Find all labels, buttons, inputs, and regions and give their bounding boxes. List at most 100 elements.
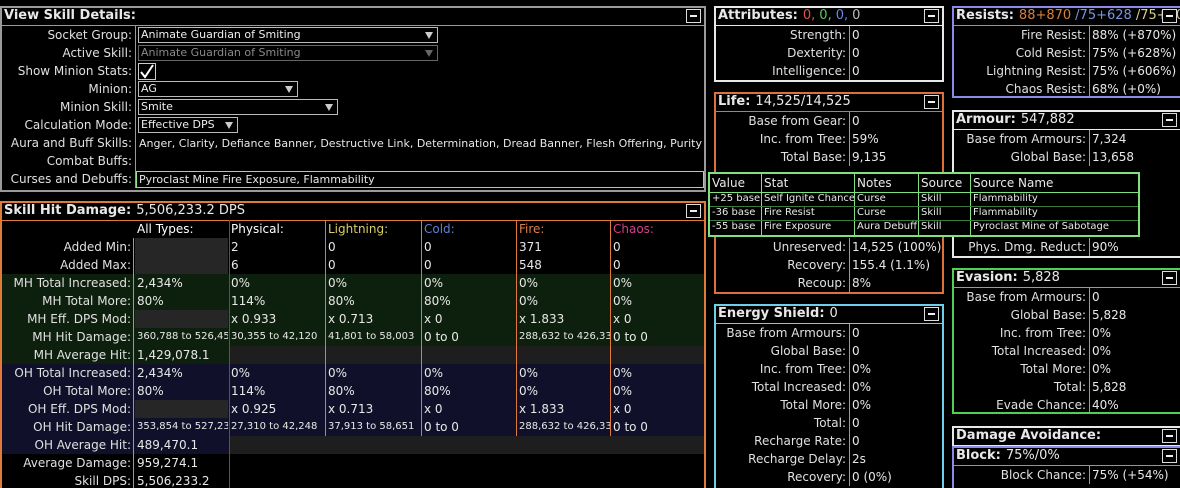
title-text: Life:: [718, 94, 751, 109]
cell-value: 371: [519, 240, 542, 254]
divider: [849, 342, 850, 360]
row-label: Fire Resist:: [1021, 28, 1086, 42]
text-field[interactable]: [136, 153, 704, 170]
column-header: Physical:: [231, 222, 284, 236]
divider: [229, 220, 230, 488]
row-value: 7,324: [1092, 132, 1127, 146]
divider: [1089, 148, 1090, 166]
row-label: Total Base:: [780, 150, 846, 164]
divider: [849, 62, 850, 80]
dropdown[interactable]: Smite: [138, 99, 338, 115]
tooltip-cell: Curse: [857, 193, 886, 204]
divider: [133, 256, 134, 274]
cell-value: 37,913 to 58,651: [328, 421, 415, 432]
cell-value: 0%: [231, 276, 251, 290]
divider: [849, 112, 850, 130]
divider: [849, 450, 850, 468]
divider: [1089, 396, 1090, 414]
collapse-button[interactable]: [924, 307, 939, 321]
row-label: Recoup:: [797, 276, 846, 290]
cell-value: 0 to 0: [424, 420, 459, 434]
title-text: View Skill Details:: [4, 8, 136, 23]
row-label: Curses and Debuffs:: [10, 172, 132, 186]
text-field[interactable]: Anger, Clarity, Defiance Banner, Destruc…: [136, 135, 704, 152]
divider: [133, 238, 134, 256]
cell-value: 0: [328, 258, 336, 272]
cell-value: 0%: [231, 366, 251, 380]
dropdown[interactable]: AG: [138, 81, 298, 97]
collapse-button[interactable]: [1162, 449, 1177, 463]
check-mark: [140, 64, 154, 79]
minus-icon: [690, 15, 697, 17]
title-text: Armour:: [956, 112, 1016, 127]
row-label: OH Average Hit:: [34, 438, 131, 452]
row-value: 0: [852, 64, 860, 78]
divider: [849, 360, 850, 378]
cell-value: 0 to 0: [613, 330, 648, 344]
collapse-button[interactable]: [924, 9, 939, 23]
collapse-button[interactable]: [1162, 113, 1177, 127]
cell-value: 0: [424, 240, 432, 254]
collapse-button[interactable]: [686, 9, 701, 23]
row-label: Combat Buffs:: [46, 154, 132, 168]
divider: [1089, 80, 1090, 98]
row-label: Phys. Dmg. Reduct:: [968, 240, 1086, 254]
collapse-button[interactable]: [1162, 429, 1177, 443]
collapse-button[interactable]: [1162, 9, 1177, 23]
column-header: Lightning:: [328, 222, 389, 236]
row-label: Recovery:: [787, 470, 846, 484]
panel-title: Skill Hit Damage: 5,506,233.2 DPS: [4, 202, 245, 220]
divider: [716, 25, 942, 26]
panel-title: Armour: 547,882: [956, 111, 1075, 129]
divider: [849, 432, 850, 450]
row-value: 75% (+606%): [1092, 64, 1177, 78]
cell-value: x 0: [613, 312, 632, 326]
divider: [849, 274, 850, 292]
dropdown[interactable]: Effective DPS: [138, 117, 238, 133]
dropdown[interactable]: Animate Guardian of Smiting: [138, 27, 438, 43]
text-field[interactable]: Pyroclast Mine Fire Exposure, Flammabili…: [136, 171, 704, 188]
divider: [421, 220, 422, 436]
panel: [714, 6, 944, 82]
cell-value: 0%: [519, 294, 539, 308]
title-text: Attributes:: [718, 8, 798, 23]
row-value: 0: [852, 114, 860, 128]
row-label: Base from Armours:: [966, 290, 1086, 304]
tooltip-cell: Fire Resist: [764, 207, 815, 218]
cell-value: 0: [424, 258, 432, 272]
minus-icon: [690, 210, 697, 212]
row-value: 0%: [1092, 362, 1112, 376]
title-value: 0: [829, 306, 838, 321]
row-label: Inc. from Tree:: [759, 362, 846, 376]
row-label: Base from Gear:: [748, 114, 846, 128]
cell-value: 548: [519, 258, 542, 272]
cell-value: 114%: [231, 294, 266, 308]
title-text: Energy Shield:: [718, 306, 825, 321]
panel-title: Life: 14,525/14,525: [718, 93, 851, 111]
dropdown-arrow: [425, 50, 433, 57]
divider: [954, 25, 1180, 26]
row-label: Global Base:: [1010, 308, 1086, 322]
cell-value: 0: [613, 258, 621, 272]
row-value: 0%: [1092, 344, 1112, 358]
divider: [135, 98, 136, 116]
row-value: 5,828: [1092, 308, 1127, 322]
divider: [954, 287, 1180, 288]
tooltip-cell: Fire Exposure: [764, 221, 832, 232]
row-label: Calculation Mode:: [24, 118, 133, 132]
cell-value: 0%: [613, 366, 633, 380]
divider: [133, 274, 134, 292]
row-label: Socket Group:: [47, 28, 132, 42]
cell-value: 0%: [519, 366, 539, 380]
row-value: 0: [852, 28, 860, 42]
row-label: Evade Chance:: [996, 398, 1086, 412]
checkbox[interactable]: [138, 63, 156, 80]
collapse-button[interactable]: [924, 95, 939, 109]
divider: [133, 382, 134, 400]
collapse-button[interactable]: [1162, 271, 1177, 285]
collapse-button[interactable]: [686, 204, 701, 218]
empty-cell: [135, 310, 228, 328]
divider: [710, 206, 1138, 207]
panel-title: Resists: 88+870/75+628/75+60: [956, 7, 1180, 25]
cell-value: 0%: [424, 366, 444, 380]
